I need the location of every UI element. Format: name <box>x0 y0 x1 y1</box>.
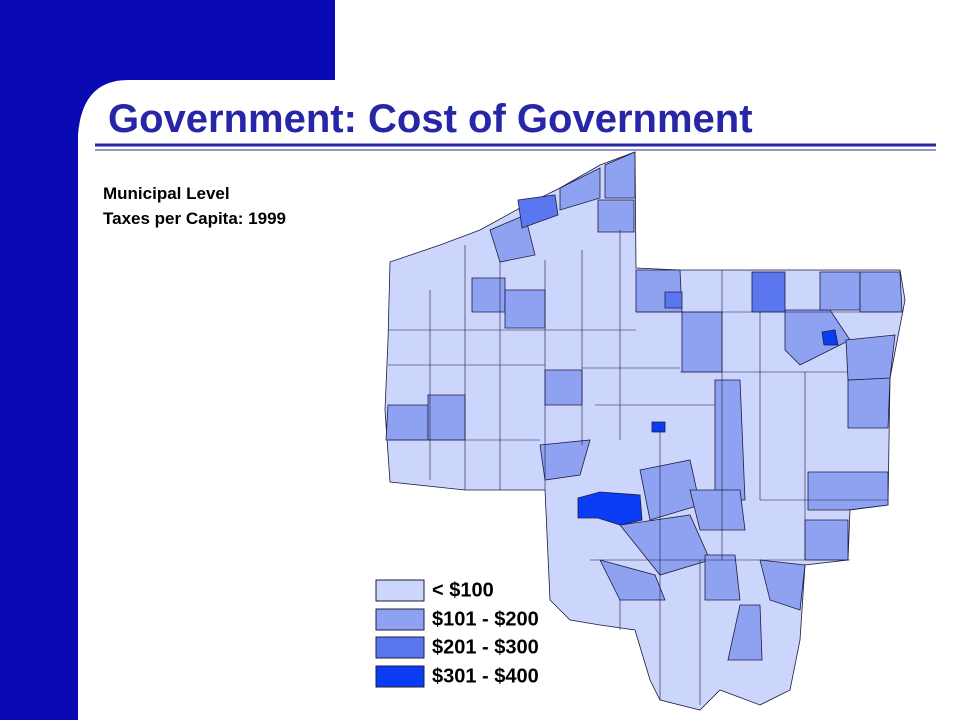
map-region <box>847 377 891 429</box>
map-region <box>544 369 583 406</box>
map-border <box>388 230 900 705</box>
legend-label: $201 - $300 <box>432 636 539 658</box>
map-region <box>604 151 636 199</box>
map-region <box>727 604 763 661</box>
map-region <box>704 554 741 601</box>
map-region <box>651 421 666 433</box>
slide-title: Government: Cost of Government <box>108 97 753 141</box>
map-region <box>559 167 601 211</box>
map-region <box>539 439 591 481</box>
map-region <box>804 519 849 561</box>
map <box>384 151 906 711</box>
map-region <box>859 271 903 313</box>
legend-swatch <box>375 579 425 602</box>
legend-label: < $100 <box>432 579 494 601</box>
subtitle: Municipal Level <box>103 184 230 203</box>
map-region <box>504 289 546 329</box>
legend-label: $301 - $400 <box>432 665 539 687</box>
map-region <box>751 271 786 313</box>
map-region <box>819 271 861 311</box>
map-region <box>759 559 806 611</box>
map-region <box>517 194 559 229</box>
legend-swatch <box>375 608 425 631</box>
map-region <box>821 329 839 346</box>
map-region <box>807 471 889 511</box>
map-region <box>385 404 429 441</box>
legend-label: $101 - $200 <box>432 608 539 630</box>
legend: < $100 $101 - $200 $201 - $300 $301 - $400 <box>375 579 539 688</box>
slide-frame <box>0 0 335 720</box>
map-region <box>845 334 896 381</box>
map-region <box>427 394 466 441</box>
map-region <box>714 379 746 501</box>
map-region <box>599 559 666 601</box>
legend-swatch <box>375 665 425 688</box>
subtitle: Taxes per Capita: 1999 <box>103 209 286 228</box>
map-region <box>689 489 746 531</box>
map-region <box>681 311 723 373</box>
legend-swatch <box>375 636 425 659</box>
map-region <box>577 491 643 526</box>
map-region <box>597 199 635 233</box>
map-region <box>664 291 683 309</box>
